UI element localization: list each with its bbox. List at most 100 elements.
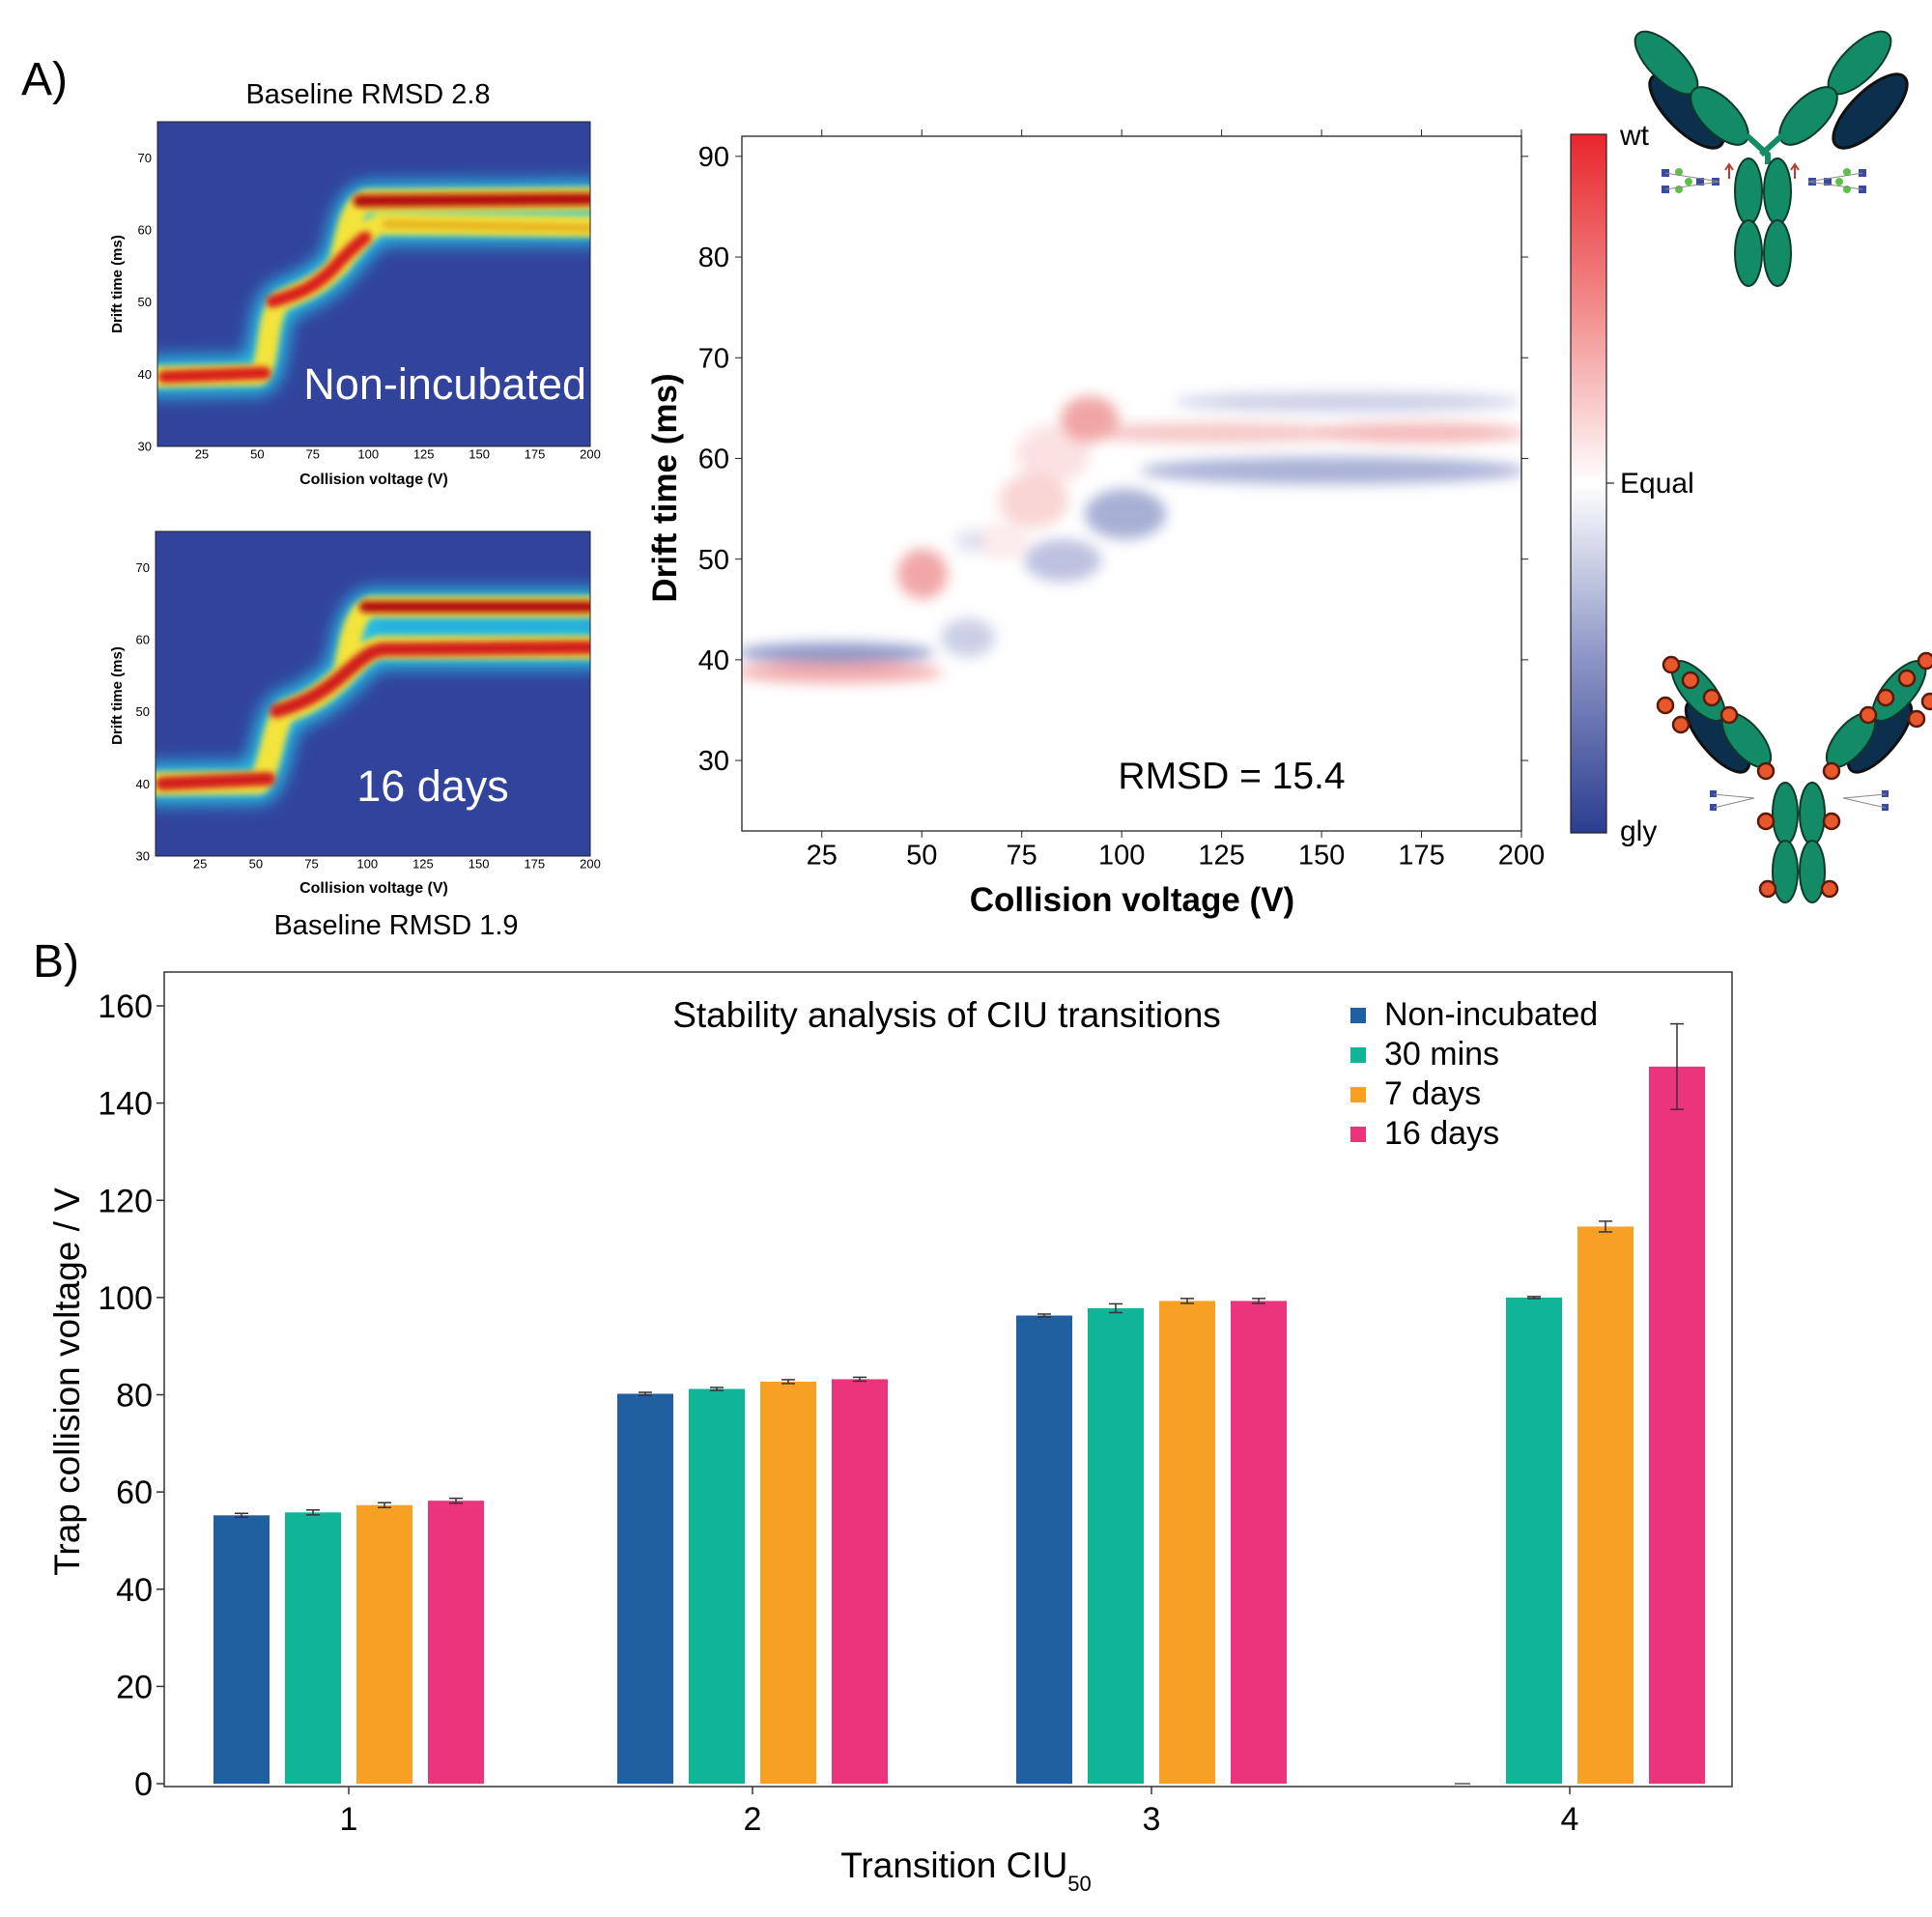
antibody-wt-icon	[1634, 30, 1909, 287]
heatmap-1-x-tick-label: 150	[469, 446, 490, 461]
bar-non-incubated-2	[617, 1393, 673, 1784]
difference-plot: 25 50 75 100 125 150 175 200 30 40 50 60 70 80 90 RMS…	[646, 129, 1545, 919]
bar-chart-y-ticks: 0 20 40 60 80 100 120 140 160	[98, 988, 164, 1803]
heatmap-2-x-tick-label: 50	[249, 856, 263, 871]
bar-16-days-1	[428, 1501, 484, 1784]
bar-chart-y-tick-label: 140	[98, 1086, 153, 1123]
antibody-glycated-icon	[1656, 651, 1932, 903]
difference-plot-axes: 25 50 75 100 125 150 175 200 30 40 50 60 70 80 90	[698, 129, 1545, 872]
heatmap-1-y-tick-label: 60	[138, 223, 152, 238]
legend-swatch	[1350, 1127, 1366, 1142]
panel-a-label: A)	[21, 54, 68, 105]
colorbar-top-label: wt	[1619, 120, 1650, 152]
bar-chart-y-tick-label: 80	[116, 1378, 153, 1415]
legend-label: 7 days	[1384, 1075, 1481, 1112]
legend-swatch	[1350, 1047, 1366, 1063]
bar-chart-bars	[213, 1066, 1705, 1785]
heatmap-2-y-tick-label: 60	[136, 633, 150, 647]
bar-30-mins-3	[1088, 1307, 1144, 1784]
difference-plot-x-tick-label: 150	[1298, 841, 1345, 872]
heatmap-2-axes: 25 50 75 100 125 150 175 200 30 40 50 60 70	[136, 560, 601, 871]
heatmap-1-xlabel: Collision voltage (V)	[299, 472, 448, 488]
difference-plot-ylabel: Drift time (ms)	[646, 373, 684, 602]
heatmap-1-ridges	[157, 181, 590, 396]
heatmap-1-y-ticks: 30 40 50 60 70	[138, 151, 152, 454]
bar-16-days-4	[1649, 1066, 1705, 1784]
bar-chart-y-tick-label: 160	[98, 988, 153, 1025]
heatmap-1-x-tick-label: 200	[580, 446, 601, 461]
heatmap-1-y-tick-label: 40	[138, 367, 152, 382]
bar-chart-x-tick-label: 4	[1561, 1801, 1579, 1838]
heatmap-1-y-tick-label: 30	[138, 440, 152, 454]
bar-chart-x-tick-label: 1	[340, 1801, 358, 1838]
heatmap-2-ridges	[156, 589, 590, 804]
difference-plot-x-tick-label: 50	[906, 841, 937, 872]
bar-chart-y-tick-label: 0	[134, 1766, 153, 1803]
heatmap-2-x-ticks: 25 50 75 100 125 150 175 200	[193, 856, 601, 871]
heatmap-2-y-tick-label: 40	[136, 777, 150, 791]
difference-plot-y-tick-label: 30	[698, 746, 729, 777]
heatmap-2-x-tick-label: 150	[469, 856, 490, 871]
bar-chart-y-tick-label: 60	[116, 1474, 153, 1511]
heatmap-1-y-tick-label: 70	[138, 151, 152, 165]
difference-plot-y-tick-label: 80	[698, 243, 729, 273]
bar-chart-x-ticks: 1 2 3 4	[340, 1787, 1579, 1838]
heatmap-2-x-tick-label: 175	[524, 856, 545, 871]
difference-plot-x-tick-label: 200	[1498, 841, 1545, 872]
colorbar-mid-label: Equal	[1620, 468, 1694, 500]
bar-chart-y-tick-label: 120	[98, 1183, 153, 1219]
bar-chart-x-tick-label: 3	[1143, 1801, 1161, 1838]
bar-chart-frame	[163, 971, 1733, 1788]
colorbar-gradient	[1570, 133, 1607, 834]
heatmap-1-x-tick-label: 50	[250, 446, 264, 461]
difference-plot-regions	[742, 392, 1521, 683]
difference-plot-x-ticks: 25 50 75 100 125 150 175 200	[807, 129, 1545, 872]
heatmap-1-axes: 25 50 75 100 125 150 175 200 30 40 50 60 70	[138, 151, 601, 461]
heatmap-1-canvas	[157, 122, 590, 446]
heatmap-2-y-tick-label: 70	[136, 560, 150, 575]
difference-plot-canvas	[742, 136, 1521, 831]
legend-label: 16 days	[1384, 1115, 1499, 1152]
bar-30-mins-1	[285, 1512, 341, 1784]
heatmap-1-x-tick-label: 100	[357, 446, 379, 461]
difference-plot-y-tick-label: 60	[698, 444, 729, 475]
bar-30-mins-2	[689, 1388, 745, 1784]
heatmap-1-x-tick-label: 125	[413, 446, 435, 461]
bar-chart-error-bars	[235, 1022, 1684, 1519]
bar-chart-xlabel: Transition CIU50	[840, 1845, 1092, 1896]
bar-non-incubated-3	[1016, 1315, 1072, 1784]
difference-plot-x-tick-label: 75	[1007, 841, 1037, 872]
heatmap-1-ylabel: Drift time (ms)	[109, 235, 126, 333]
bar-chart-xlabel-subscript: 50	[1067, 1872, 1091, 1896]
difference-plot-y-tick-label: 40	[698, 645, 729, 676]
heatmap-2-x-tick-label: 200	[580, 856, 601, 871]
legend-swatch	[1350, 1008, 1366, 1023]
heatmap-1-overlay-label: Non-incubated	[303, 359, 586, 409]
heatmap-2-x-tick-label: 75	[304, 856, 318, 871]
heatmap-1-title: Baseline RMSD 2.8	[245, 79, 490, 110]
bar-chart-x-tick-label: 2	[744, 1801, 762, 1838]
bar-chart-title: Stability analysis of CIU transitions	[672, 995, 1221, 1035]
heatmap-2-overlay-label: 16 days	[356, 761, 509, 811]
difference-plot-xlabel: Collision voltage (V)	[970, 881, 1294, 919]
panel-b-label: B)	[33, 936, 79, 987]
heatmap-2-x-tick-label: 25	[193, 856, 207, 871]
difference-plot-y-tick-label: 90	[698, 142, 729, 173]
bar-16-days-3	[1231, 1301, 1287, 1784]
bar-chart-xlabel-main: Transition CIU	[840, 1845, 1067, 1885]
heatmap-16-days: 16 days 25 50 75 100 125 150 175 200 30 40 50 60 70…	[109, 530, 601, 941]
bar-chart-y-tick-label: 100	[98, 1280, 153, 1317]
heatmap-2-x-tick-label: 125	[412, 856, 434, 871]
difference-plot-y-tick-label: 70	[698, 343, 729, 374]
bar-chart-y-tick-label: 20	[116, 1669, 153, 1705]
difference-plot-annotation: RMSD = 15.4	[1118, 756, 1345, 797]
bar-chart: 0 20 40 60 80 100 120 140 160 1 2 3 4 Stability ana…	[47, 971, 1733, 1896]
colorbar-bottom-label: gly	[1620, 815, 1657, 847]
legend-label: 30 mins	[1384, 1036, 1499, 1073]
heatmap-non-incubated: Baseline RMSD 2.8	[109, 79, 601, 488]
bar-7-days-2	[760, 1381, 816, 1784]
heatmap-1-x-ticks: 25 50 75 100 125 150 175 200	[195, 446, 601, 461]
heatmap-1-x-tick-label: 25	[195, 446, 209, 461]
